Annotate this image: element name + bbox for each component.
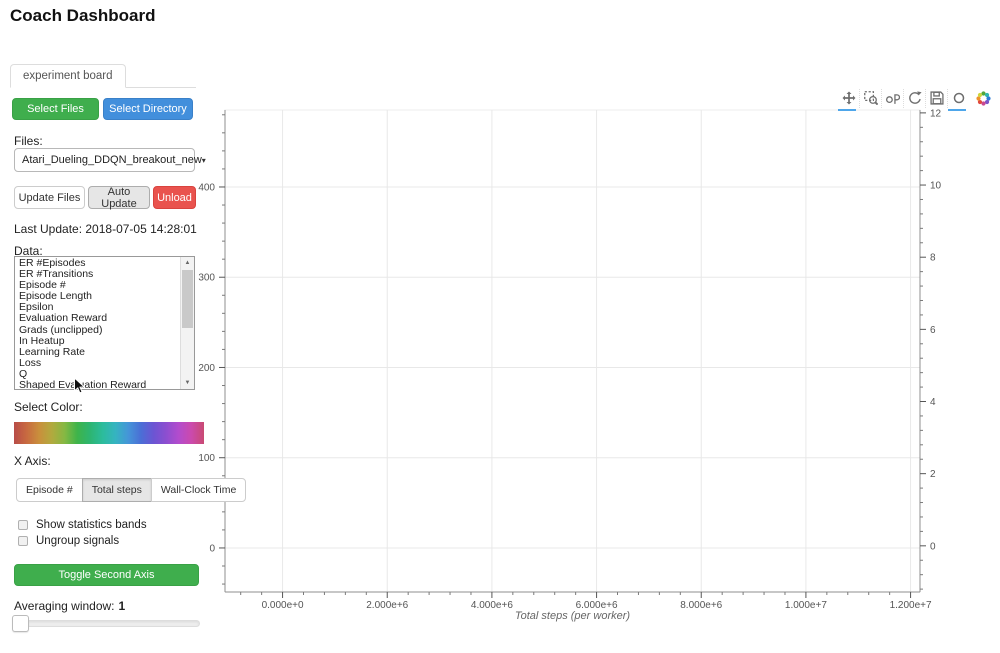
svg-text:6.000e+6: 6.000e+6: [576, 600, 618, 611]
x-axis-selector-label: X Axis:: [14, 454, 51, 468]
averaging-slider-track[interactable]: [14, 620, 200, 627]
svg-text:0.000e+0: 0.000e+0: [262, 600, 304, 611]
page-title: Coach Dashboard: [10, 6, 156, 25]
x-axis-title: Total steps (per worker): [515, 610, 630, 622]
checkbox-row[interactable]: Ungroup signals: [18, 535, 119, 547]
data-list-option[interactable]: Grads (unclipped): [19, 323, 103, 336]
svg-text:0: 0: [930, 541, 936, 552]
data-list-option[interactable]: Q: [19, 367, 28, 380]
svg-text:400: 400: [198, 182, 215, 193]
box-zoom-tool-icon[interactable]: [860, 88, 882, 108]
update-files-button[interactable]: Update Files: [14, 186, 85, 209]
bokeh-logo[interactable]: [973, 89, 994, 108]
file-select-value: Atari_Dueling_DDQN_breakout_new: [22, 154, 202, 166]
svg-text:100: 100: [198, 453, 215, 464]
scroll-up-icon[interactable]: ▲: [184, 260, 191, 266]
hover-tool-icon[interactable]: [948, 89, 969, 111]
x-axis-button-group: Episode # Total steps Wall-Clock Time: [16, 478, 247, 502]
data-list-option[interactable]: Episode #: [19, 279, 66, 292]
list-scrollbar[interactable]: ▲ ▼: [180, 257, 194, 389]
checkbox-label: Ungroup signals: [36, 535, 120, 547]
tab-bar: experiment board: [10, 64, 196, 88]
plot-toolbar: [838, 88, 994, 111]
x-axis-option[interactable]: Total steps: [81, 478, 152, 502]
data-list-option[interactable]: Episode Length: [19, 290, 92, 303]
svg-text:300: 300: [198, 273, 215, 284]
data-list-option[interactable]: Learning Rate: [19, 345, 85, 358]
data-label: Data:: [14, 244, 43, 258]
svg-text:2: 2: [930, 469, 936, 480]
x-axis-option[interactable]: Wall-Clock Time: [150, 478, 247, 502]
svg-text:1.000e+7: 1.000e+7: [785, 600, 827, 611]
files-label: Files:: [14, 134, 43, 148]
svg-text:4: 4: [930, 397, 936, 408]
unload-button[interactable]: Unload: [153, 186, 196, 209]
scroll-down-icon[interactable]: ▼: [184, 380, 191, 386]
checkbox-icon[interactable]: [18, 536, 28, 546]
data-list-option[interactable]: Shaped Evaluation Reward: [19, 379, 147, 390]
svg-text:8.000e+6: 8.000e+6: [680, 600, 722, 611]
svg-text:1.200e+7: 1.200e+7: [890, 600, 932, 611]
caret-down-icon: ▾: [201, 155, 206, 165]
averaging-window-value: 1: [118, 599, 126, 613]
color-gradient-picker[interactable]: [14, 422, 204, 444]
tab-experiment-board[interactable]: experiment board: [10, 64, 126, 88]
select-color-label: Select Color:: [14, 400, 83, 414]
scrollbar-thumb[interactable]: [182, 270, 193, 328]
data-list-option[interactable]: ER #Episodes: [19, 257, 86, 269]
averaging-window-label: Averaging window:: [14, 599, 115, 613]
file-select-dropdown[interactable]: Atari_Dueling_DDQN_breakout_new ▾: [14, 148, 206, 172]
checkbox-label: Show statistics bands: [36, 519, 147, 531]
averaging-slider-handle[interactable]: [12, 615, 29, 632]
toggle-second-axis-button[interactable]: Toggle Second Axis: [14, 564, 199, 586]
svg-text:6: 6: [930, 325, 936, 336]
plot-canvas[interactable]: [225, 110, 920, 592]
data-signal-list[interactable]: ER #Episodes ER #Transitions Episode # Epis…: [14, 256, 195, 390]
select-files-button[interactable]: Select Files: [12, 98, 99, 120]
last-update-text: Last Update: 2018-07-05 14:28:01: [14, 222, 197, 236]
select-directory-button[interactable]: Select Directory: [103, 98, 193, 120]
auto-update-button[interactable]: Auto Update: [88, 186, 150, 210]
svg-text:0: 0: [209, 543, 215, 554]
data-list-option[interactable]: Evaluation Reward: [19, 312, 108, 325]
data-list-option[interactable]: Loss: [19, 356, 42, 369]
checkbox-icon[interactable]: [18, 520, 28, 530]
pan-tool-icon[interactable]: [838, 88, 860, 111]
reset-tool-icon[interactable]: [904, 88, 926, 108]
svg-text:8: 8: [930, 253, 936, 264]
svg-text:2.000e+6: 2.000e+6: [366, 600, 408, 611]
checkbox-row[interactable]: Show statistics bands: [18, 519, 147, 531]
svg-text:200: 200: [198, 363, 215, 374]
svg-text:10: 10: [930, 181, 942, 192]
averaging-window-row: Averaging window: 1: [14, 599, 125, 613]
data-list-option[interactable]: In Heatup: [19, 334, 65, 347]
data-list-option[interactable]: ER #Transitions: [19, 268, 94, 281]
save-tool-icon[interactable]: [926, 88, 948, 108]
svg-text:12: 12: [930, 108, 942, 119]
svg-text:4.000e+6: 4.000e+6: [471, 600, 513, 611]
data-list-option[interactable]: Epsilon: [19, 301, 54, 314]
wheel-zoom-tool-icon[interactable]: [882, 88, 904, 108]
x-axis-option[interactable]: Episode #: [16, 478, 83, 502]
